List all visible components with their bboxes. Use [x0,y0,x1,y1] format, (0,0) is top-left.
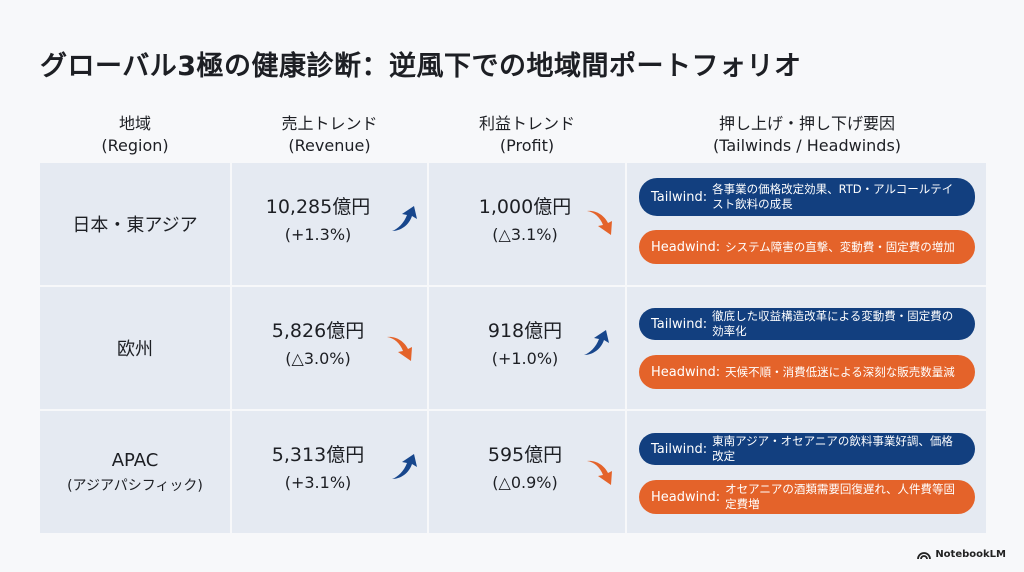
headwind-pill: Headwind: 天候不順・消費低迷による深刻な販売数量減 [639,355,975,389]
region-cell [40,411,230,533]
trend-up-arrow-icon [580,327,612,359]
tailwind-text: 東南アジア・オセアニアの飲料事業好調、価格改定 [712,434,953,463]
trend-down-arrow-icon [384,333,416,365]
brand-text: NotebookLM [935,549,1006,560]
profit-value: 595億円 (△0.9%) [460,441,590,497]
region-label: APAC (アジアパシフィック) [40,411,230,533]
header-factors-en: (Tailwinds / Headwinds) [712,136,902,155]
headwind-text: システム障害の直撃、変動費・固定費の増加 [725,239,955,254]
trend-down-arrow-icon [584,207,616,239]
headwind-pill: Headwind: システム障害の直撃、変動費・固定費の増加 [639,230,975,264]
region-name: 日本・東アジア [72,215,198,236]
table-row: 欧州 5,826億円 (△3.0%) 918億円 (+1.0%) Tailwin… [40,287,986,409]
revenue-cell [232,287,427,409]
revenue-change: (+3.1%) [284,473,352,492]
header-region-en: (Region) [101,136,169,155]
tailwind-tag: Tailwind: [651,441,708,457]
tailwind-pill: Tailwind: 徹底した収益構造改革による変動費・固定費の効率化 [639,308,975,340]
tailwind-tag: Tailwind: [651,189,708,205]
revenue-amount: 5,826億円 [271,320,365,342]
profit-cell [429,287,625,409]
profit-cell [429,411,625,533]
tailwind-text: 徹底した収益構造改革による変動費・固定費の効率化 [712,309,954,338]
trend-up-arrow-icon [388,203,420,235]
profit-change: (△3.1%) [492,225,558,244]
profit-value: 1,000億円 (△3.1%) [460,193,590,249]
revenue-value: 5,313億円 (+3.1%) [253,441,383,497]
revenue-amount: 10,285億円 [265,196,371,218]
revenue-cell [232,163,427,285]
region-cell [40,163,230,285]
page-title: グローバル3極の健康診断：逆風下での地域間ポートフォリオ [40,51,802,82]
notebooklm-logo-icon [917,552,932,560]
region-name: APAC [111,449,159,471]
header-profit-en: (Profit) [499,136,555,155]
tailwind-pill: Tailwind: 東南アジア・オセアニアの飲料事業好調、価格改定 [639,433,975,465]
revenue-value: 5,826億円 (△3.0%) [253,317,383,373]
revenue-change: (△3.0%) [285,349,351,368]
revenue-value: 10,285億円 (+1.3%) [253,193,383,249]
table-row: APAC (アジアパシフィック) 5,313億円 (+3.1%) 595億円 (… [40,411,986,533]
factors-cell [627,287,986,409]
profit-amount: 918億円 [487,320,563,342]
brand-watermark: NotebookLM [917,549,1006,560]
headwind-tag: Headwind: [651,489,721,505]
profit-cell [429,163,625,285]
region-label: 欧州 [40,287,230,409]
tailwind-text: 各事業の価格改定効果、RTD・アルコールテイスト飲料の成長 [712,182,954,211]
trend-up-arrow-icon [388,451,420,483]
profit-change: (+1.0%) [491,349,559,368]
trend-down-arrow-icon [584,457,616,489]
headwind-text: 天候不順・消費低迷による深刻な販売数量減 [725,364,955,379]
profit-amount: 1,000億円 [478,196,572,218]
region-name: 欧州 [117,339,153,360]
header-revenue-en: (Revenue) [288,136,371,155]
header-factors-ja: 押し上げ・押し下げ要因 [718,114,895,133]
revenue-change: (+1.3%) [284,225,352,244]
table-row: 日本・東アジア 10,285億円 (+1.3%) 1,000億円 (△3.1%)… [40,163,986,285]
revenue-cell [232,411,427,533]
region-subname: (アジアパシフィック) [67,477,203,494]
region-label: 日本・東アジア [40,163,230,285]
headwind-tag: Headwind: [651,364,721,380]
profit-amount: 595億円 [487,444,563,466]
region-cell [40,287,230,409]
profit-change: (△0.9%) [492,473,558,492]
header-region-ja: 地域 [118,114,151,133]
headwind-text: オセアニアの酒類需要回復遅れ、人件費等固定費増 [725,482,955,511]
header-region: 地域 (Region) [40,113,230,157]
tailwind-pill: Tailwind: 各事業の価格改定効果、RTD・アルコールテイスト飲料の成長 [639,178,975,216]
header-revenue: 売上トレンド (Revenue) [232,113,427,157]
profit-value: 918億円 (+1.0%) [460,317,590,373]
factors-cell [627,411,986,533]
revenue-amount: 5,313億円 [271,444,365,466]
header-factors: 押し上げ・押し下げ要因 (Tailwinds / Headwinds) [627,113,987,157]
headwind-tag: Headwind: [651,239,721,255]
header-profit-ja: 利益トレンド [478,114,575,133]
header-profit: 利益トレンド (Profit) [429,113,625,157]
tailwind-tag: Tailwind: [651,316,708,332]
headwind-pill: Headwind: オセアニアの酒類需要回復遅れ、人件費等固定費増 [639,480,975,514]
header-revenue-ja: 売上トレンド [281,114,378,133]
